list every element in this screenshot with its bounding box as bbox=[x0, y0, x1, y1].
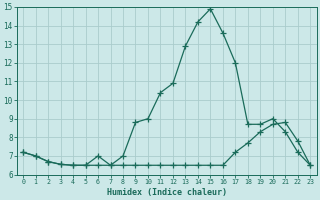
X-axis label: Humidex (Indice chaleur): Humidex (Indice chaleur) bbox=[107, 188, 227, 197]
